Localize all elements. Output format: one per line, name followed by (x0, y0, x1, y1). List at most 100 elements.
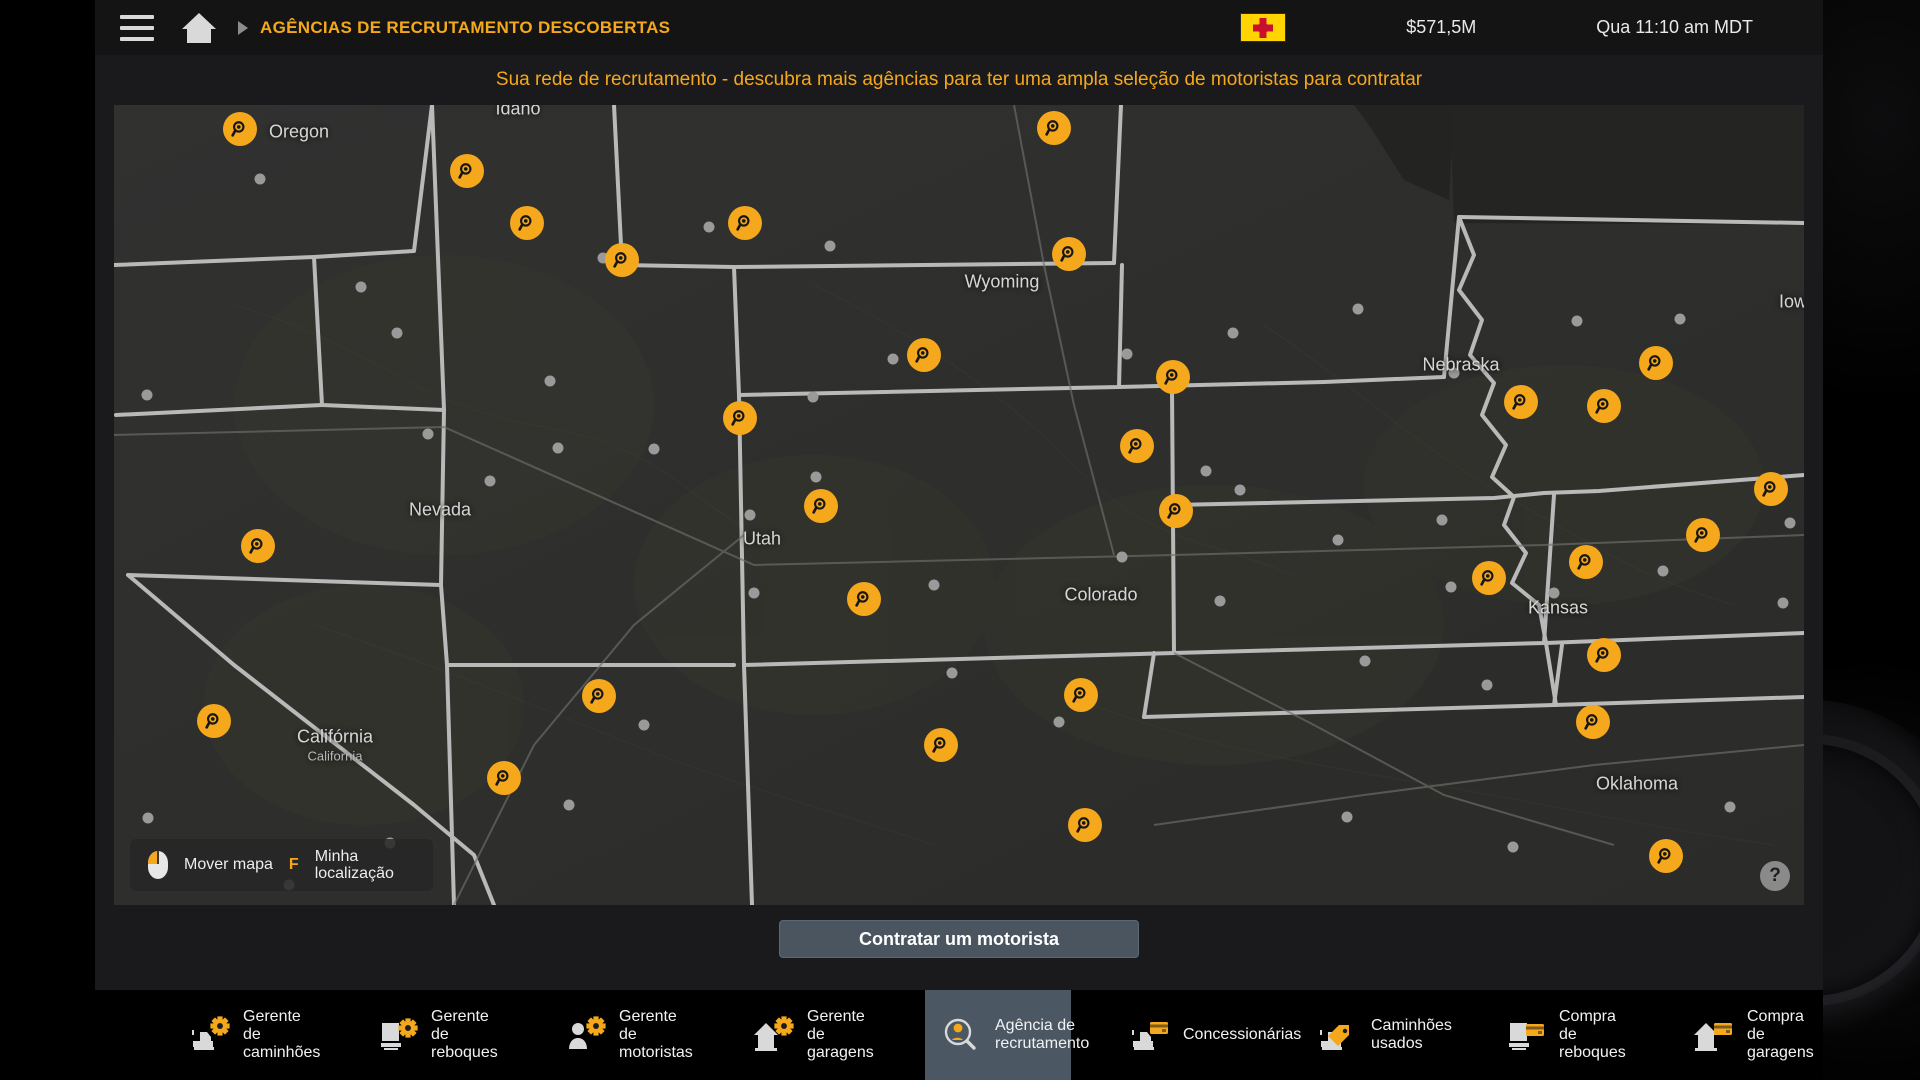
toolbar-item-truck-gear[interactable]: Gerente de caminhões (173, 990, 320, 1080)
agency-marker[interactable] (1068, 808, 1102, 842)
game-clock: Qua 11:10 am MDT (1596, 17, 1753, 37)
toolbar-item-trailer-gear[interactable]: Gerente de reboques (361, 990, 507, 1080)
toolbar-item-label: Gerente de reboques (431, 1008, 498, 1061)
trailer-gear-icon (377, 1015, 419, 1055)
city-dot (1657, 565, 1669, 577)
search-marker-icon (205, 713, 219, 729)
city-dot (638, 719, 650, 731)
recruitment-search-icon (941, 1015, 983, 1055)
search-marker-icon (1167, 503, 1181, 519)
agency-marker[interactable] (907, 338, 941, 372)
agency-marker[interactable] (728, 206, 762, 240)
toolbar-item-garage-gear[interactable]: Gerente de garagens (737, 990, 883, 1080)
agency-marker[interactable] (1587, 389, 1621, 423)
agency-marker[interactable] (582, 679, 616, 713)
search-marker-icon (915, 347, 929, 363)
truck-card-icon (1129, 1015, 1171, 1055)
search-marker-icon (1480, 570, 1494, 586)
city-dot (1332, 534, 1344, 546)
city-dot (703, 221, 715, 233)
agency-marker[interactable] (1686, 518, 1720, 552)
toolbar-item-trailer-card[interactable]: Compra de reboques (1489, 990, 1635, 1080)
agency-marker[interactable] (1159, 494, 1193, 528)
agency-marker[interactable] (1754, 472, 1788, 506)
city-dot (1481, 679, 1493, 691)
search-marker-icon (1657, 848, 1671, 864)
toolbar-item-truck-card[interactable]: Concessionárias (1113, 990, 1301, 1080)
search-marker-icon (1694, 527, 1708, 543)
toolbar-item-label: Caminhões usados (1371, 1017, 1452, 1052)
search-marker-icon (590, 688, 604, 704)
search-marker-icon (855, 591, 869, 607)
question-mark-icon[interactable]: ? (1760, 861, 1790, 891)
agency-marker[interactable] (1120, 429, 1154, 463)
agency-marker[interactable] (924, 728, 958, 762)
toolbar-item-label: Compra de reboques (1559, 1008, 1626, 1061)
agency-marker[interactable] (1064, 678, 1098, 712)
agency-marker[interactable] (1649, 839, 1683, 873)
truck-gear-icon (189, 1015, 231, 1055)
hire-driver-button[interactable]: Contratar um motorista (779, 920, 1139, 958)
city-dot (355, 281, 367, 293)
agency-marker[interactable] (1569, 545, 1603, 579)
city-dot (142, 812, 154, 824)
agency-marker[interactable] (487, 761, 521, 795)
city-dot (1214, 595, 1226, 607)
agency-marker[interactable] (847, 582, 881, 616)
city-dot (1341, 811, 1353, 823)
agency-marker[interactable] (1156, 360, 1190, 394)
locate-key-label: F (288, 856, 299, 873)
search-marker-icon (495, 770, 509, 786)
toolbar-item-garage-card[interactable]: Compra de garagens (1677, 990, 1823, 1080)
search-marker-icon (1584, 714, 1598, 730)
agency-marker[interactable] (1472, 561, 1506, 595)
city-dot (928, 579, 940, 591)
city-dot (1724, 801, 1736, 813)
mouse-icon (148, 851, 168, 879)
map-hints-bar: Mover mapa F Minha localização (130, 839, 433, 891)
city-dot (1571, 315, 1583, 327)
chevron-right-icon (238, 20, 248, 35)
toolbar-item-label: Gerente de motoristas (619, 1008, 693, 1061)
city-dot (1359, 655, 1371, 667)
garage-card-icon (1693, 1015, 1735, 1055)
agency-marker[interactable] (450, 154, 484, 188)
map-viewport[interactable]: IdahoOregonWyomingNebraskaIowaNevadaUtah… (114, 105, 1804, 905)
agency-marker[interactable] (1576, 705, 1610, 739)
agency-marker[interactable] (1037, 111, 1071, 145)
agency-marker[interactable] (241, 529, 275, 563)
agency-marker[interactable] (510, 206, 544, 240)
search-marker-icon (1512, 394, 1526, 410)
agency-marker[interactable] (723, 401, 757, 435)
toolbar-item-label: Concessionárias (1183, 1026, 1302, 1044)
search-marker-icon (518, 215, 532, 231)
city-dot (1548, 587, 1560, 599)
agency-marker[interactable] (1052, 237, 1086, 271)
search-marker-icon (613, 252, 627, 268)
agency-marker[interactable] (1587, 638, 1621, 672)
search-marker-icon (1762, 481, 1776, 497)
toolbar-item-driver-gear[interactable]: Gerente de motoristas (549, 990, 695, 1080)
search-marker-icon (1045, 120, 1059, 136)
agency-marker[interactable] (1504, 385, 1538, 419)
city-dot (887, 353, 899, 365)
agency-marker[interactable] (605, 243, 639, 277)
search-marker-icon (1647, 355, 1661, 371)
agency-marker[interactable] (1639, 346, 1673, 380)
hamburger-menu-icon[interactable] (120, 14, 154, 41)
agency-marker[interactable] (804, 489, 838, 523)
city-dot (1352, 303, 1364, 315)
city-dot (1121, 348, 1133, 360)
toolbar-item-recruitment-search[interactable]: Agência de recrutamento (925, 990, 1089, 1080)
search-marker-icon (1164, 369, 1178, 385)
toolbar-item-truck-tag[interactable]: Caminhões usados (1301, 990, 1452, 1080)
home-icon[interactable] (182, 12, 216, 43)
bottom-toolbar[interactable]: Gerente de caminhões Gerente de reboques G… (95, 990, 1823, 1080)
top-bar-right: $571,5M Qua 11:10 am MDT (1240, 0, 1823, 55)
city-dot (422, 428, 434, 440)
agency-marker[interactable] (197, 704, 231, 738)
panel-subtitle: Sua rede de recrutamento - descubra mais… (95, 55, 1823, 105)
agency-marker[interactable] (223, 112, 257, 146)
city-dot (391, 327, 403, 339)
